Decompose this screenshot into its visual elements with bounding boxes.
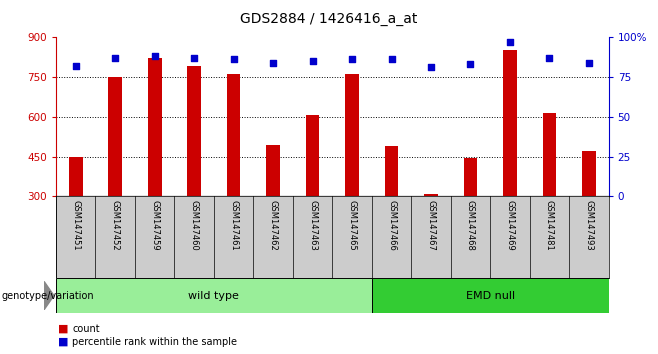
Point — [386, 57, 397, 62]
Bar — [147, 58, 161, 196]
Text: GSM147462: GSM147462 — [268, 200, 278, 251]
Text: count: count — [72, 324, 100, 333]
Text: GSM147452: GSM147452 — [111, 200, 120, 250]
Text: ■: ■ — [58, 324, 68, 333]
Point — [347, 57, 357, 62]
Bar — [187, 67, 201, 196]
Point — [307, 58, 318, 64]
Text: percentile rank within the sample: percentile rank within the sample — [72, 337, 238, 347]
Point — [544, 55, 555, 61]
Point — [228, 57, 239, 62]
Point — [70, 63, 81, 69]
Polygon shape — [44, 281, 54, 310]
Bar — [424, 194, 438, 196]
Text: GSM147493: GSM147493 — [584, 200, 594, 251]
Bar — [372, 278, 609, 313]
Point — [110, 55, 120, 61]
Bar — [503, 50, 517, 196]
Text: ■: ■ — [58, 337, 68, 347]
Text: GSM147461: GSM147461 — [229, 200, 238, 251]
Bar — [305, 115, 319, 196]
Text: GSM147481: GSM147481 — [545, 200, 554, 251]
Bar — [463, 158, 477, 196]
Bar — [226, 74, 240, 196]
Text: EMD null: EMD null — [466, 291, 515, 301]
Point — [584, 60, 594, 65]
Bar — [56, 278, 372, 313]
Text: GSM147468: GSM147468 — [466, 200, 475, 251]
Bar — [266, 145, 280, 196]
Text: GSM147467: GSM147467 — [426, 200, 436, 251]
Point — [268, 60, 278, 65]
Point — [149, 53, 160, 59]
Text: GSM147460: GSM147460 — [190, 200, 199, 251]
Point — [426, 64, 436, 70]
Bar — [384, 146, 399, 196]
Text: GSM147466: GSM147466 — [387, 200, 396, 251]
Point — [465, 61, 476, 67]
Bar — [345, 74, 359, 196]
Point — [505, 39, 515, 45]
Text: wild type: wild type — [188, 291, 240, 301]
Text: GSM147451: GSM147451 — [71, 200, 80, 250]
Text: GSM147463: GSM147463 — [308, 200, 317, 251]
Bar — [68, 156, 83, 196]
Text: GSM147465: GSM147465 — [347, 200, 357, 251]
Text: genotype/variation: genotype/variation — [1, 291, 94, 301]
Point — [189, 55, 199, 61]
Text: GDS2884 / 1426416_a_at: GDS2884 / 1426416_a_at — [240, 12, 418, 27]
Bar — [542, 113, 556, 196]
Text: GSM147469: GSM147469 — [505, 200, 515, 251]
Bar — [582, 152, 595, 196]
Text: GSM147459: GSM147459 — [150, 200, 159, 250]
Bar — [108, 77, 122, 196]
